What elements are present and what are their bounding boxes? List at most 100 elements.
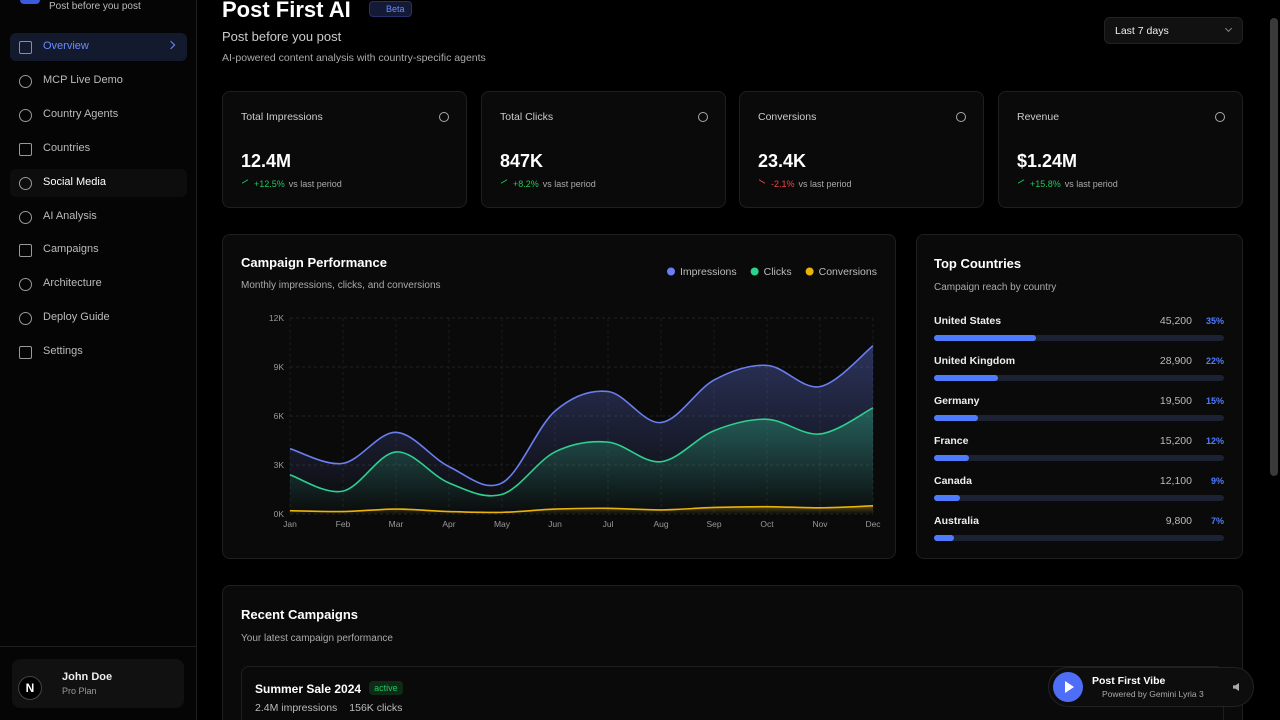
play-icon <box>1065 681 1074 693</box>
nav-icon <box>19 75 32 88</box>
user-name: John Doe <box>62 671 113 683</box>
chart-title: Campaign Performance <box>241 255 387 270</box>
nav-item[interactable]: Social Media <box>10 169 187 197</box>
series-line <box>289 345 874 487</box>
country-bar-track <box>934 495 1224 501</box>
brand-logo <box>20 0 40 4</box>
legend-swatch <box>805 267 814 276</box>
series-line <box>289 407 874 497</box>
nav-item[interactable]: MCP Live Demo <box>10 67 187 95</box>
stat-trend-icon <box>242 179 248 188</box>
country-bar <box>934 415 978 421</box>
range-dropdown[interactable]: Last 7 days <box>1104 17 1243 44</box>
x-tick-label: Jul <box>603 519 614 529</box>
series-line <box>289 505 874 514</box>
nav-icon <box>19 211 32 224</box>
stat-label: Total Impressions <box>241 111 323 123</box>
country-name: Germany <box>934 395 980 407</box>
country-bar <box>934 495 961 501</box>
stat-label: Conversions <box>758 111 817 123</box>
country-name: Australia <box>934 515 979 527</box>
stat-card: Conversions 23.4K -2.1% vs last period <box>739 91 984 208</box>
nav-item[interactable]: Deploy Guide <box>10 304 187 332</box>
country-bar-track <box>934 535 1224 541</box>
country-bar <box>934 375 998 381</box>
music-player: Post First Vibe Powered by Gemini Lyria 3 <box>1048 667 1254 707</box>
x-tick-label: May <box>494 519 511 529</box>
nav-icon <box>19 177 32 190</box>
nav-item[interactable]: AI Analysis <box>10 203 187 231</box>
nav-item[interactable]: Settings <box>10 338 187 366</box>
country-reach: 9,800 <box>1165 515 1192 527</box>
nav-icon <box>19 312 32 325</box>
nav-label: Overview <box>43 40 89 52</box>
y-tick-label: 3K <box>274 460 285 470</box>
nav-label: Campaigns <box>43 243 99 255</box>
stat-change: +12.5% <box>254 179 285 189</box>
country-share: 35% <box>1205 316 1224 326</box>
sidebar <box>0 0 197 720</box>
volume-icon[interactable] <box>1233 683 1239 691</box>
x-tick-label: Sep <box>706 519 721 529</box>
nav-item[interactable]: Countries <box>10 135 187 163</box>
country-name: United Kingdom <box>934 355 1016 367</box>
country-share: 9% <box>1210 476 1224 486</box>
player-subtitle: Powered by Gemini Lyria 3 <box>1102 689 1204 699</box>
y-tick-label: 9K <box>274 362 285 372</box>
nav-label: Settings <box>43 345 83 357</box>
stat-card: Total Impressions 12.4M +12.5% vs last peri… <box>222 91 467 208</box>
legend-swatch <box>667 267 676 276</box>
nav-item[interactable]: Architecture <box>10 270 187 298</box>
stat-change: +8.2% <box>513 179 539 189</box>
nav-icon <box>19 346 32 359</box>
page-description: AI-powered content analysis with country… <box>222 52 486 64</box>
country-share: 22% <box>1205 356 1224 366</box>
stat-value: 23.4K <box>758 151 807 171</box>
y-tick-label: 12K <box>269 313 284 323</box>
country-bar <box>934 455 969 461</box>
nav-item[interactable]: Campaigns <box>10 236 187 264</box>
legend-swatch <box>750 267 759 276</box>
stat-value: 847K <box>500 151 544 171</box>
play-button[interactable] <box>1053 672 1083 702</box>
nav-label: Countries <box>43 142 91 154</box>
x-tick-label: Dec <box>865 519 881 529</box>
scrollbar <box>1270 18 1278 476</box>
stat-change: +15.8% <box>1030 179 1061 189</box>
x-tick-label: Nov <box>812 519 828 529</box>
stat-icon <box>1215 112 1225 122</box>
legend-label: Clicks <box>764 266 792 278</box>
stat-suffix: vs last period <box>798 179 852 189</box>
country-reach: 19,500 <box>1159 395 1192 407</box>
stat-suffix: vs last period <box>288 179 342 189</box>
page-title: Post First AI <box>222 0 351 22</box>
nav-item[interactable]: Country Agents <box>10 101 187 129</box>
x-tick-label: Mar <box>389 519 404 529</box>
nav-item[interactable]: Overview <box>10 33 187 61</box>
nav-label: Social Media <box>43 176 106 188</box>
nav-label: Deploy Guide <box>43 311 110 323</box>
x-tick-label: Feb <box>336 519 351 529</box>
chart: Campaign Performance Monthly impressions,… <box>241 255 881 529</box>
stat-label: Total Clicks <box>500 111 554 123</box>
stat-value: 12.4M <box>241 151 292 171</box>
stat-value: $1.24M <box>1017 151 1078 171</box>
country-reach: 28,900 <box>1159 355 1192 367</box>
recent-subtitle: Your latest campaign performance <box>241 633 393 644</box>
x-tick-label: Aug <box>653 519 668 529</box>
stat-card: Revenue $1.24M +15.8% vs last period <box>998 91 1243 208</box>
country-share: 12% <box>1205 436 1224 446</box>
stat-suffix: vs last period <box>1064 179 1118 189</box>
x-tick-label: Apr <box>442 519 455 529</box>
country-name: United States <box>934 315 1002 327</box>
nav-label: MCP Live Demo <box>43 74 123 86</box>
nav-label: Country Agents <box>43 108 119 120</box>
country-bar-track <box>934 455 1224 461</box>
page-subtitle: Post before you post <box>222 29 342 44</box>
country-bar-track <box>934 415 1224 421</box>
series-area <box>290 407 873 514</box>
user-card[interactable]: N John Doe Pro Plan <box>12 659 184 708</box>
stat-trend-icon <box>501 179 507 188</box>
